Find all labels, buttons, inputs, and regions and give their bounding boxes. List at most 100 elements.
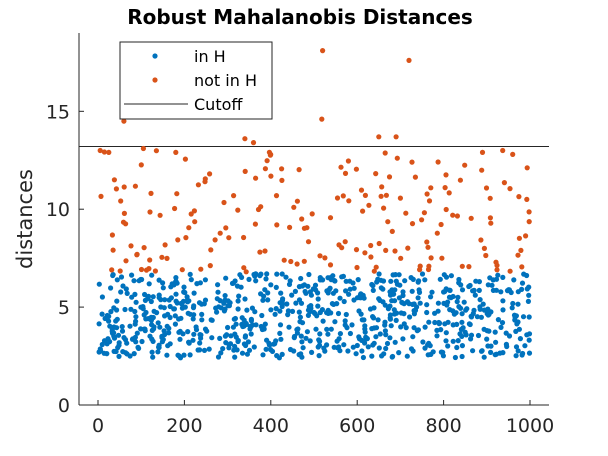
- point-not-in-h: [294, 261, 300, 267]
- point-not-in-h: [191, 208, 197, 214]
- point-in-h: [160, 336, 166, 343]
- point-in-h: [188, 277, 194, 283]
- point-not-in-h: [507, 186, 513, 192]
- point-in-h: [278, 290, 284, 296]
- point-in-h: [325, 331, 331, 337]
- point-not-in-h: [483, 185, 490, 191]
- point-not-in-h: [221, 199, 227, 206]
- x-tick-label: 200: [166, 415, 202, 437]
- point-not-in-h: [202, 176, 208, 182]
- point-not-in-h: [409, 159, 415, 165]
- point-in-h: [199, 317, 205, 323]
- point-in-h: [511, 277, 517, 283]
- point-in-h: [166, 330, 172, 336]
- point-in-h: [347, 286, 353, 292]
- point-in-h: [476, 287, 482, 293]
- point-in-h: [181, 352, 187, 358]
- point-in-h: [234, 283, 241, 289]
- point-in-h: [294, 327, 300, 333]
- point-in-h: [468, 336, 474, 342]
- point-not-in-h: [242, 136, 248, 142]
- legend-box: [119, 41, 273, 120]
- point-in-h: [148, 298, 154, 305]
- point-in-h: [202, 326, 209, 332]
- point-in-h: [118, 274, 125, 280]
- point-in-h: [201, 347, 208, 353]
- point-in-h: [461, 299, 467, 305]
- point-in-h: [228, 333, 234, 339]
- point-not-in-h: [494, 267, 500, 273]
- point-in-h: [116, 353, 122, 359]
- point-in-h: [438, 327, 444, 333]
- point-in-h: [197, 340, 203, 346]
- point-not-in-h: [241, 234, 247, 241]
- point-in-h: [214, 296, 220, 302]
- point-not-in-h: [518, 247, 524, 253]
- point-in-h: [398, 324, 404, 330]
- point-not-in-h: [379, 184, 385, 190]
- point-in-h: [390, 353, 396, 360]
- point-in-h: [277, 330, 283, 336]
- point-in-h: [339, 274, 345, 280]
- point-in-h: [506, 287, 512, 293]
- point-in-h: [315, 296, 321, 302]
- point-in-h: [215, 289, 221, 295]
- point-not-in-h: [434, 230, 440, 236]
- point-in-h: [128, 306, 134, 312]
- point-not-in-h: [439, 255, 445, 261]
- legend-label-in-h: in H: [194, 47, 226, 66]
- point-in-h: [292, 288, 298, 294]
- point-in-h: [120, 283, 126, 289]
- point-in-h: [448, 295, 454, 301]
- point-in-h: [492, 329, 498, 335]
- point-in-h: [359, 317, 365, 323]
- x-tick-label: 1000: [506, 415, 554, 437]
- point-in-h: [415, 327, 421, 333]
- point-not-in-h: [148, 190, 154, 196]
- point-in-h: [389, 298, 395, 304]
- point-not-in-h: [109, 232, 115, 238]
- point-in-h: [396, 350, 402, 356]
- point-not-in-h: [362, 192, 368, 198]
- point-not-in-h: [121, 210, 127, 216]
- point-in-h: [345, 348, 351, 354]
- point-not-in-h: [274, 222, 280, 228]
- point-in-h: [283, 274, 289, 280]
- legend-label-not-in-h: not in H: [194, 71, 257, 90]
- point-in-h: [190, 337, 196, 343]
- point-in-h: [191, 303, 197, 309]
- point-in-h: [446, 287, 452, 293]
- point-in-h: [214, 309, 220, 315]
- point-in-h: [116, 342, 122, 348]
- point-in-h: [242, 333, 249, 339]
- point-in-h: [519, 280, 526, 286]
- point-not-in-h: [109, 267, 115, 273]
- point-in-h: [337, 331, 343, 337]
- point-in-h: [176, 353, 182, 359]
- point-in-h: [303, 335, 309, 341]
- point-in-h: [285, 312, 291, 318]
- point-in-h: [186, 340, 192, 346]
- point-in-h: [336, 344, 342, 350]
- point-in-h: [262, 321, 268, 327]
- point-in-h: [493, 351, 499, 357]
- point-in-h: [419, 271, 426, 277]
- point-in-h: [463, 307, 469, 313]
- point-in-h: [206, 346, 212, 352]
- point-in-h: [284, 301, 290, 307]
- point-not-in-h: [264, 158, 270, 164]
- point-not-in-h: [281, 257, 287, 263]
- point-in-h: [337, 295, 343, 301]
- point-in-h: [279, 271, 285, 277]
- point-in-h: [495, 272, 501, 278]
- point-in-h: [401, 321, 407, 327]
- point-in-h: [522, 343, 528, 349]
- point-in-h: [229, 280, 236, 286]
- point-not-in-h: [383, 247, 389, 253]
- point-in-h: [426, 319, 432, 325]
- point-in-h: [167, 341, 173, 347]
- point-in-h: [500, 298, 506, 304]
- point-in-h: [119, 328, 126, 334]
- point-in-h: [155, 349, 161, 355]
- point-not-in-h: [403, 210, 409, 216]
